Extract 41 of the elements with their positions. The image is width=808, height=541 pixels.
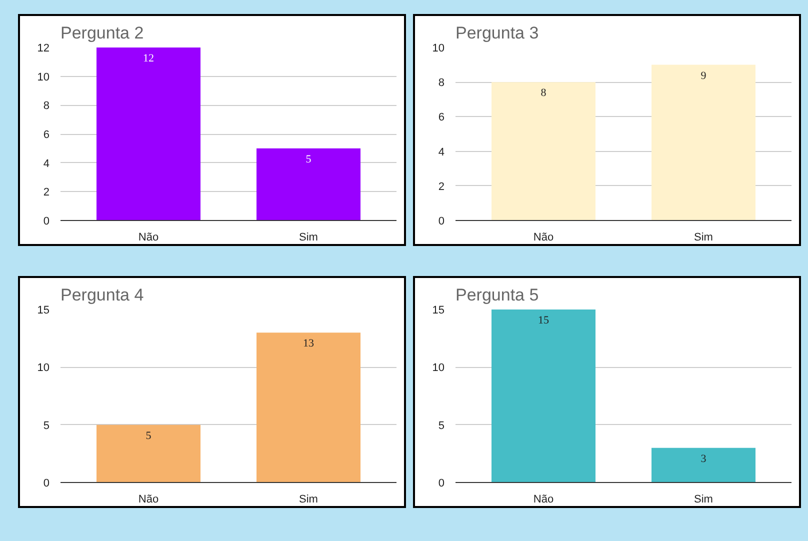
y-tick-label: 5 <box>43 420 50 432</box>
y-tick-label: 10 <box>37 362 50 374</box>
x-tick-label: Não <box>138 232 159 244</box>
y-tick-label: 0 <box>438 216 445 228</box>
y-tick-label: 8 <box>43 100 50 112</box>
data-label: 13 <box>303 338 314 350</box>
y-tick-label: 10 <box>432 42 445 54</box>
y-tick-label: 6 <box>438 112 445 124</box>
x-tick-label: Sim <box>694 232 713 244</box>
x-tick-label: Não <box>138 494 159 506</box>
x-tick-label: Sim <box>299 232 318 244</box>
y-tick-label: 6 <box>43 129 50 141</box>
y-tick-label: 2 <box>438 180 445 193</box>
data-label: 3 <box>700 452 707 465</box>
y-tick-label: 15 <box>37 304 50 316</box>
chart-title: Pergunta 5 <box>456 286 539 304</box>
y-tick-label: 2 <box>43 186 50 199</box>
data-label: 12 <box>143 52 154 64</box>
data-label: 5 <box>146 430 152 442</box>
y-tick-label: 12 <box>37 42 50 54</box>
y-tick-label: 0 <box>438 478 445 490</box>
data-label: 8 <box>540 87 547 100</box>
y-tick-label: 4 <box>438 146 445 158</box>
y-tick-label: 8 <box>438 77 445 90</box>
x-tick-label: Sim <box>694 494 713 506</box>
chart-title: Pergunta 4 <box>60 286 144 304</box>
x-tick-label: Não <box>533 494 554 506</box>
y-tick-label: 5 <box>438 420 445 432</box>
x-tick-label: Não <box>533 232 554 244</box>
chart-title: Pergunta 3 <box>456 24 539 42</box>
y-tick-label: 4 <box>43 158 50 170</box>
data-label: 9 <box>700 70 707 82</box>
chart-title: Pergunta 2 <box>60 24 144 42</box>
x-tick-label: Sim <box>299 494 318 506</box>
y-tick-label: 10 <box>37 71 50 84</box>
y-tick-label: 15 <box>432 304 445 316</box>
data-label: 5 <box>306 153 312 166</box>
y-tick-label: 0 <box>43 478 50 490</box>
y-tick-label: 0 <box>43 216 50 228</box>
data-label: 15 <box>538 314 550 326</box>
y-tick-label: 10 <box>432 362 445 374</box>
